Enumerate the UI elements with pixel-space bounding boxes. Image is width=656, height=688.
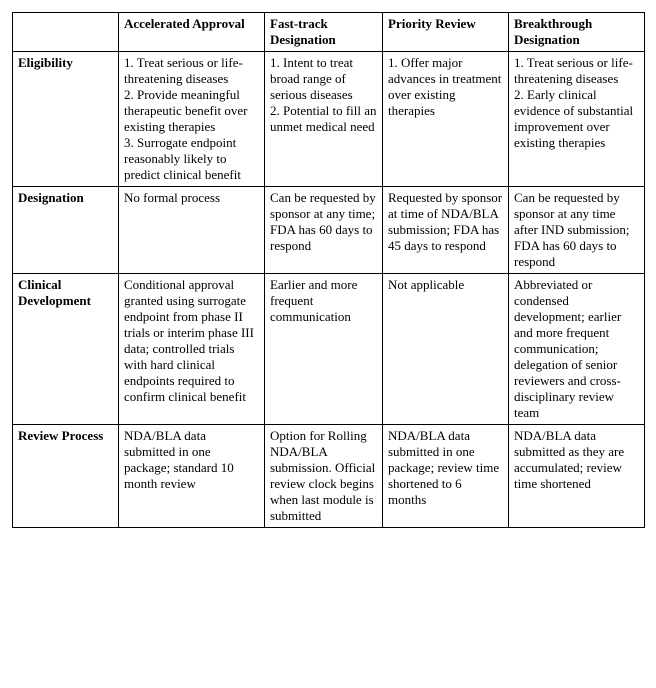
cell-designation-priority: Requested by sponsor at time of NDA/BLA … bbox=[383, 187, 509, 274]
rowlabel-clinical: Clinical Development bbox=[13, 274, 119, 425]
cell-designation-accelerated: No formal process bbox=[119, 187, 265, 274]
cell-designation-fasttrack: Can be requested by sponsor at any time;… bbox=[265, 187, 383, 274]
row-review: Review Process NDA/BLA data submitted in… bbox=[13, 425, 645, 528]
rowlabel-review: Review Process bbox=[13, 425, 119, 528]
row-designation: Designation No formal process Can be req… bbox=[13, 187, 645, 274]
cell-clinical-fasttrack: Earlier and more frequent communication bbox=[265, 274, 383, 425]
header-fast-track: Fast-track Designation bbox=[265, 13, 383, 52]
cell-review-fasttrack: Option for Rolling NDA/BLA submission. O… bbox=[265, 425, 383, 528]
row-clinical: Clinical Development Conditional approva… bbox=[13, 274, 645, 425]
row-eligibility: Eligibility 1. Treat serious or life-thr… bbox=[13, 52, 645, 187]
cell-review-priority: NDA/BLA data submitted in one package; r… bbox=[383, 425, 509, 528]
cell-eligibility-fasttrack: 1. Intent to treat broad range of seriou… bbox=[265, 52, 383, 187]
cell-eligibility-accelerated: 1. Treat serious or life-threatening dis… bbox=[119, 52, 265, 187]
cell-clinical-breakthrough: Abbreviated or condensed development; ea… bbox=[509, 274, 645, 425]
header-blank bbox=[13, 13, 119, 52]
rowlabel-designation: Designation bbox=[13, 187, 119, 274]
header-priority-review: Priority Review bbox=[383, 13, 509, 52]
cell-review-accelerated: NDA/BLA data submitted in one package; s… bbox=[119, 425, 265, 528]
fda-pathways-table: Accelerated Approval Fast-track Designat… bbox=[12, 12, 645, 528]
cell-clinical-accelerated: Conditional approval granted using surro… bbox=[119, 274, 265, 425]
header-row: Accelerated Approval Fast-track Designat… bbox=[13, 13, 645, 52]
rowlabel-eligibility: Eligibility bbox=[13, 52, 119, 187]
cell-review-breakthrough: NDA/BLA data submitted as they are accum… bbox=[509, 425, 645, 528]
header-breakthrough: Breakthrough Designation bbox=[509, 13, 645, 52]
cell-clinical-priority: Not applicable bbox=[383, 274, 509, 425]
cell-designation-breakthrough: Can be requested by sponsor at any time … bbox=[509, 187, 645, 274]
cell-eligibility-breakthrough: 1. Treat serious or life-threatening dis… bbox=[509, 52, 645, 187]
header-accelerated-approval: Accelerated Approval bbox=[119, 13, 265, 52]
cell-eligibility-priority: 1. Offer major advances in treatment ove… bbox=[383, 52, 509, 187]
